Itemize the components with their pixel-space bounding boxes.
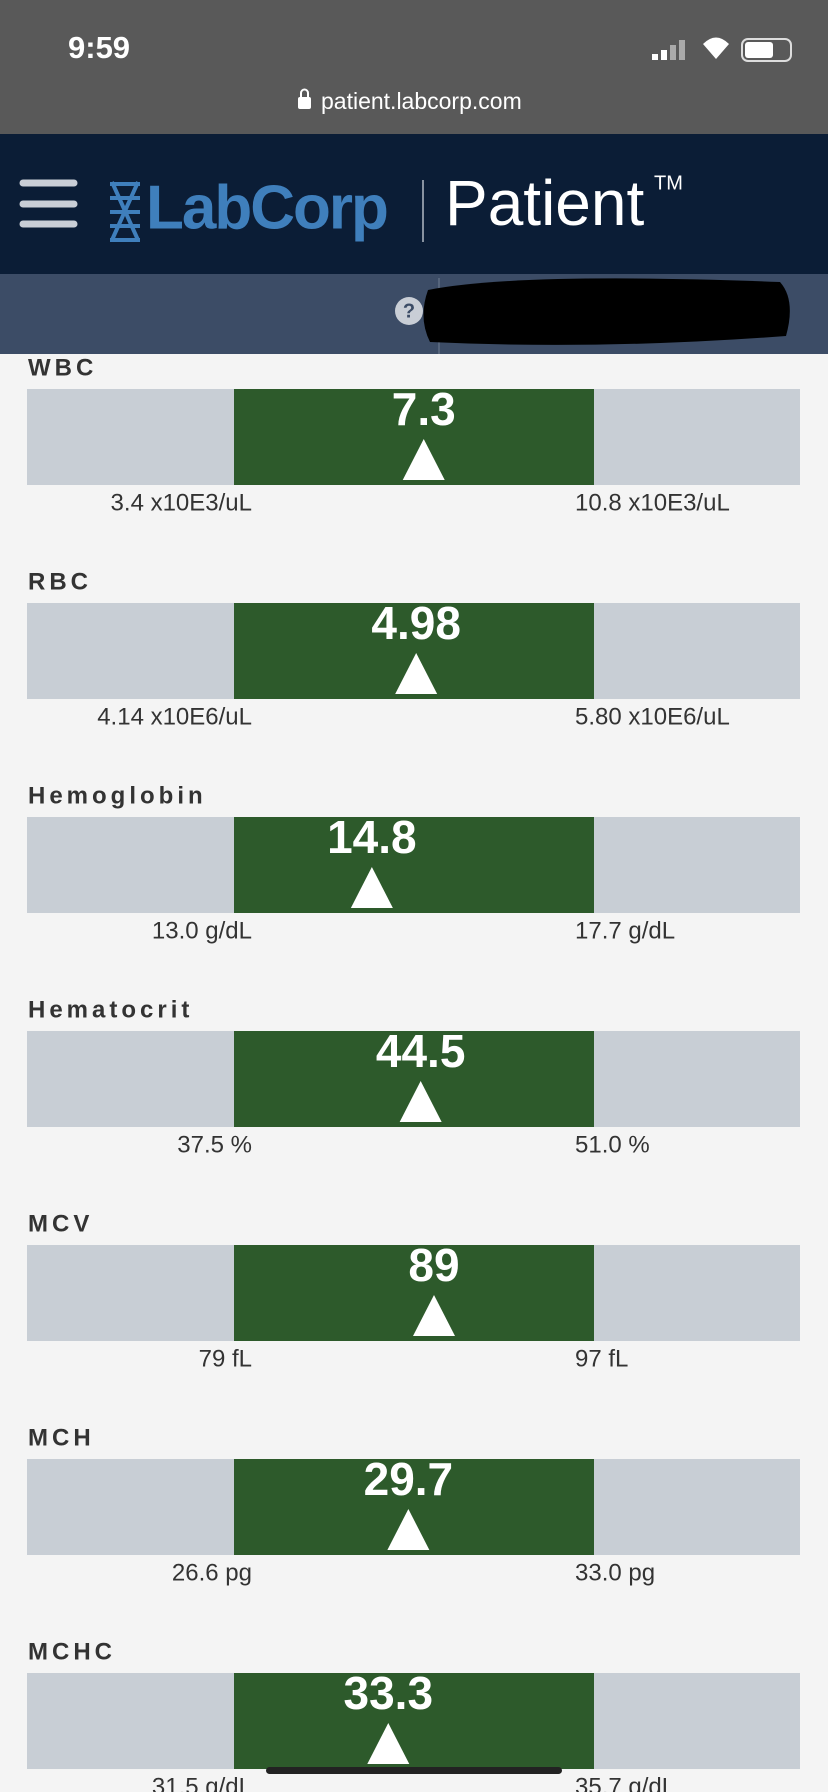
high-limit: 51.0 % bbox=[575, 1131, 650, 1158]
value-marker bbox=[402, 439, 445, 480]
status-bar bbox=[0, 0, 828, 134]
result-name: MCHC bbox=[28, 1638, 116, 1665]
value-marker bbox=[395, 653, 438, 694]
value-marker bbox=[367, 1723, 410, 1764]
result-name: WBC bbox=[28, 354, 97, 381]
low-limit: 3.4 x10E3/uL bbox=[111, 489, 252, 516]
result-value: 4.98 bbox=[371, 597, 461, 649]
result-name: Hemoglobin bbox=[28, 782, 207, 809]
result-value: 29.7 bbox=[364, 1453, 454, 1505]
low-limit: 26.6 pg bbox=[172, 1559, 252, 1586]
high-limit: 35.7 g/dL bbox=[575, 1773, 675, 1792]
menu-button[interactable] bbox=[19, 179, 78, 228]
result-name: MCH bbox=[28, 1424, 95, 1451]
high-limit: 97 fL bbox=[575, 1345, 628, 1372]
normal-range bbox=[234, 1673, 594, 1769]
result-value: 89 bbox=[408, 1239, 459, 1291]
value-marker bbox=[399, 1081, 442, 1122]
lock-shackle bbox=[300, 88, 309, 97]
normal-range bbox=[234, 817, 594, 913]
home-indicator bbox=[266, 1767, 562, 1774]
result-value: 14.8 bbox=[327, 811, 417, 863]
result-value: 44.5 bbox=[376, 1025, 466, 1077]
url[interactable]: patient.labcorp.com bbox=[321, 88, 522, 114]
low-limit: 79 fL bbox=[199, 1345, 252, 1372]
result-name: Hematocrit bbox=[28, 996, 193, 1023]
result-name: RBC bbox=[28, 568, 92, 595]
help-icon[interactable] bbox=[395, 297, 423, 325]
battery-level bbox=[745, 42, 773, 58]
time: 9:59 bbox=[68, 30, 130, 65]
lock-icon bbox=[298, 97, 311, 109]
redacted-welcome[interactable] bbox=[423, 278, 790, 345]
product: Patient bbox=[445, 167, 644, 239]
low-limit: 31.5 g/dL bbox=[152, 1773, 252, 1792]
high-limit: 10.8 x10E3/uL bbox=[575, 489, 730, 516]
high-limit: 17.7 g/dL bbox=[575, 917, 675, 944]
result-value: 7.3 bbox=[392, 383, 456, 435]
value-marker bbox=[387, 1509, 430, 1550]
logo-icon bbox=[110, 181, 140, 242]
low-limit: 13.0 g/dL bbox=[152, 917, 252, 944]
help-icon-glyph: ? bbox=[403, 300, 415, 322]
value-marker bbox=[350, 867, 393, 908]
high-limit: 33.0 pg bbox=[575, 1559, 655, 1586]
high-limit: 5.80 x10E6/uL bbox=[575, 703, 730, 730]
results-list: WBC 7.3 3.4 x10E3/uL 10.8 x10E3/uL RBC 4.98 4.… bbox=[27, 354, 800, 1792]
wifi-icon bbox=[703, 37, 729, 59]
low-limit: 4.14 x10E6/uL bbox=[97, 703, 252, 730]
normal-range bbox=[234, 1245, 594, 1341]
nav-bar bbox=[0, 134, 828, 274]
battery-icon bbox=[741, 38, 792, 62]
low-limit: 37.5 % bbox=[177, 1131, 252, 1158]
result-value: 33.3 bbox=[344, 1667, 434, 1719]
value-marker bbox=[413, 1295, 455, 1336]
trademark: TM bbox=[654, 172, 683, 194]
brand[interactable]: LabCorp bbox=[146, 173, 389, 242]
result-name: MCV bbox=[28, 1210, 93, 1237]
signal bbox=[652, 40, 685, 60]
